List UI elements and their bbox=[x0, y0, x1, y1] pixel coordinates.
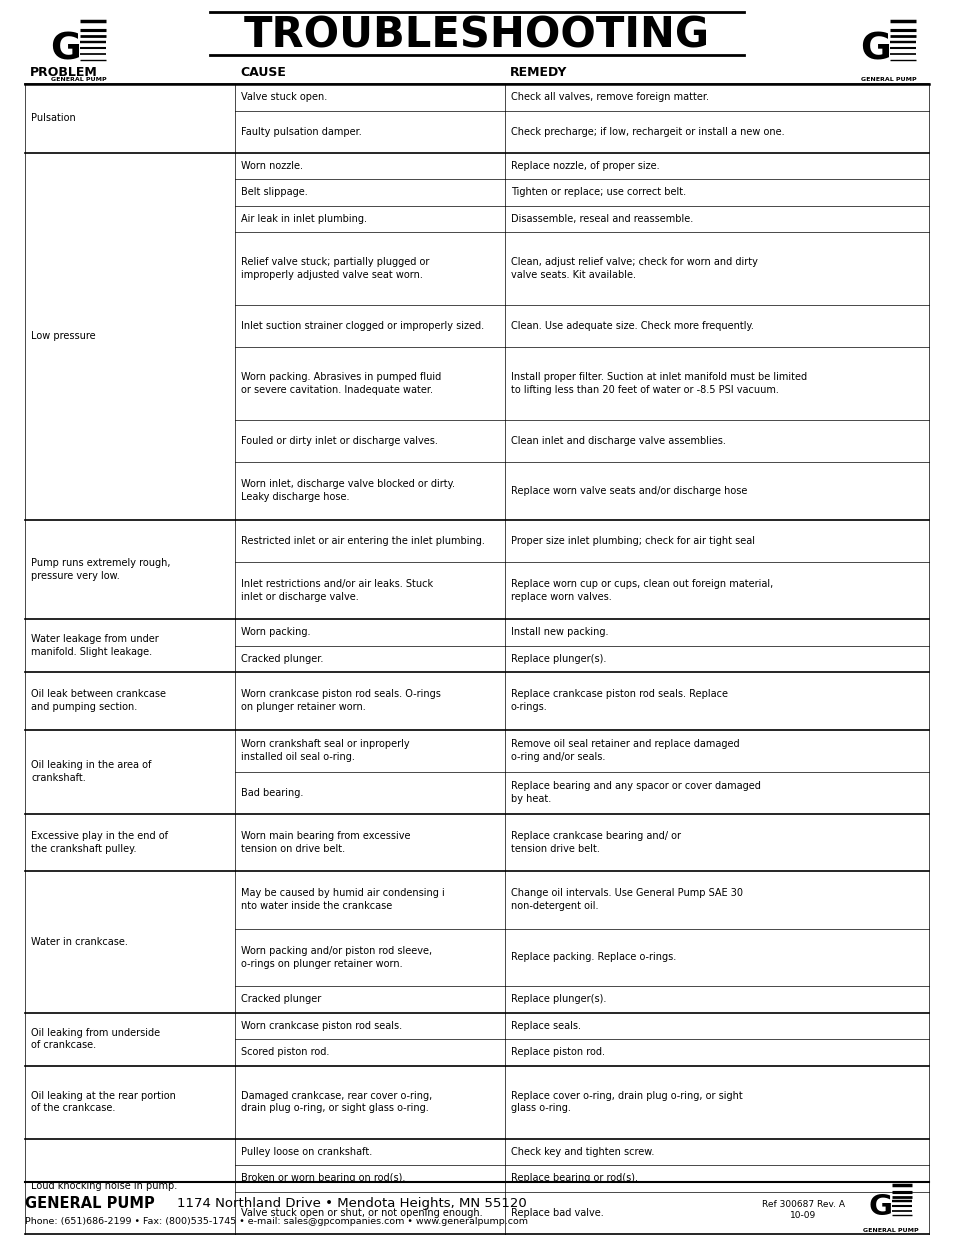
Text: Proper size inlet plumbing; check for air tight seal: Proper size inlet plumbing; check for ai… bbox=[511, 536, 754, 546]
Text: Clean inlet and discharge valve assemblies.: Clean inlet and discharge valve assembli… bbox=[511, 436, 725, 446]
Text: Clean. Use adequate size. Check more frequently.: Clean. Use adequate size. Check more fre… bbox=[511, 321, 753, 331]
Text: Low pressure: Low pressure bbox=[30, 331, 95, 341]
Text: Cracked plunger: Cracked plunger bbox=[241, 994, 321, 1004]
Text: Replace piston rod.: Replace piston rod. bbox=[511, 1047, 604, 1057]
Text: Pulley loose on crankshaft.: Pulley loose on crankshaft. bbox=[241, 1147, 372, 1157]
Text: Check key and tighten screw.: Check key and tighten screw. bbox=[511, 1147, 654, 1157]
Text: Valve stuck open or shut, or not opening enough.: Valve stuck open or shut, or not opening… bbox=[241, 1208, 482, 1218]
Text: Replace worn valve seats and/or discharge hose: Replace worn valve seats and/or discharg… bbox=[511, 485, 746, 495]
Text: Replace bad valve.: Replace bad valve. bbox=[511, 1208, 603, 1218]
Text: Tighten or replace; use correct belt.: Tighten or replace; use correct belt. bbox=[511, 188, 685, 198]
Text: May be caused by humid air condensing i
nto water inside the crankcase: May be caused by humid air condensing i … bbox=[241, 888, 444, 911]
Text: Pulsation: Pulsation bbox=[30, 114, 75, 124]
Text: G: G bbox=[50, 32, 81, 68]
Text: Install proper filter. Suction at inlet manifold must be limited
to lifting less: Install proper filter. Suction at inlet … bbox=[511, 372, 806, 395]
Text: Restricted inlet or air entering the inlet plumbing.: Restricted inlet or air entering the inl… bbox=[241, 536, 484, 546]
Text: Install new packing.: Install new packing. bbox=[511, 627, 608, 637]
Text: Replace packing. Replace o-rings.: Replace packing. Replace o-rings. bbox=[511, 952, 676, 962]
Text: Water in crankcase.: Water in crankcase. bbox=[30, 937, 128, 947]
Text: Oil leak between crankcase
and pumping section.: Oil leak between crankcase and pumping s… bbox=[30, 689, 166, 713]
Text: Phone: (651)686-2199 • Fax: (800)535-1745 • e-mail: sales@gpcompanies.com • www.: Phone: (651)686-2199 • Fax: (800)535-174… bbox=[25, 1218, 527, 1226]
Text: Replace plunger(s).: Replace plunger(s). bbox=[511, 994, 606, 1004]
Text: GENERAL PUMP: GENERAL PUMP bbox=[860, 77, 916, 82]
Text: Replace crankcase piston rod seals. Replace
o-rings.: Replace crankcase piston rod seals. Repl… bbox=[511, 689, 727, 713]
Text: Water leakage from under
manifold. Slight leakage.: Water leakage from under manifold. Sligh… bbox=[30, 634, 158, 657]
Text: Ref 300687 Rev. A
10-09: Ref 300687 Rev. A 10-09 bbox=[761, 1200, 844, 1220]
Text: Oil leaking in the area of
crankshaft.: Oil leaking in the area of crankshaft. bbox=[30, 760, 152, 783]
Text: Air leak in inlet plumbing.: Air leak in inlet plumbing. bbox=[241, 214, 367, 224]
Text: Cracked plunger.: Cracked plunger. bbox=[241, 653, 323, 663]
Text: Check precharge; if low, rechargeit or install a new one.: Check precharge; if low, rechargeit or i… bbox=[511, 126, 783, 137]
Text: Replace bearing and any spacor or cover damaged
by heat.: Replace bearing and any spacor or cover … bbox=[511, 781, 760, 804]
Text: Excessive play in the end of
the crankshaft pulley.: Excessive play in the end of the cranksh… bbox=[30, 831, 168, 853]
Text: GENERAL PUMP: GENERAL PUMP bbox=[25, 1197, 154, 1212]
Text: G: G bbox=[868, 1193, 892, 1221]
Text: Worn nozzle.: Worn nozzle. bbox=[241, 161, 303, 170]
Text: Valve stuck open.: Valve stuck open. bbox=[241, 93, 327, 103]
Text: Worn crankshaft seal or inproperly
installed oil seal o-ring.: Worn crankshaft seal or inproperly insta… bbox=[241, 739, 409, 762]
Text: Worn main bearing from excessive
tension on drive belt.: Worn main bearing from excessive tension… bbox=[241, 831, 410, 853]
Text: Relief valve stuck; partially plugged or
improperly adjusted valve seat worn.: Relief valve stuck; partially plugged or… bbox=[241, 257, 429, 280]
Text: Pump runs extremely rough,
pressure very low.: Pump runs extremely rough, pressure very… bbox=[30, 558, 171, 580]
Text: Inlet restrictions and/or air leaks. Stuck
inlet or discharge valve.: Inlet restrictions and/or air leaks. Stu… bbox=[241, 579, 433, 601]
Text: Fouled or dirty inlet or discharge valves.: Fouled or dirty inlet or discharge valve… bbox=[241, 436, 437, 446]
Text: Worn crankcase piston rod seals. O-rings
on plunger retainer worn.: Worn crankcase piston rod seals. O-rings… bbox=[241, 689, 440, 713]
Text: GENERAL PUMP: GENERAL PUMP bbox=[862, 1229, 918, 1234]
Text: Change oil intervals. Use General Pump SAE 30
non-detergent oil.: Change oil intervals. Use General Pump S… bbox=[511, 888, 742, 911]
Text: REMEDY: REMEDY bbox=[510, 65, 567, 79]
Text: Faulty pulsation damper.: Faulty pulsation damper. bbox=[241, 126, 361, 137]
Text: Inlet suction strainer clogged or improperly sized.: Inlet suction strainer clogged or improp… bbox=[241, 321, 483, 331]
Text: Worn crankcase piston rod seals.: Worn crankcase piston rod seals. bbox=[241, 1021, 402, 1031]
Text: Worn packing. Abrasives in pumped fluid
or severe cavitation. Inadequate water.: Worn packing. Abrasives in pumped fluid … bbox=[241, 372, 441, 395]
Text: Check all valves, remove foreign matter.: Check all valves, remove foreign matter. bbox=[511, 93, 708, 103]
Text: Broken or worn bearing on rod(s).: Broken or worn bearing on rod(s). bbox=[241, 1173, 405, 1183]
Text: Replace nozzle, of proper size.: Replace nozzle, of proper size. bbox=[511, 161, 659, 170]
Text: Damaged crankcase, rear cover o-ring,
drain plug o-ring, or sight glass o-ring.: Damaged crankcase, rear cover o-ring, dr… bbox=[241, 1091, 432, 1114]
Text: G: G bbox=[859, 32, 890, 68]
Text: GENERAL PUMP: GENERAL PUMP bbox=[51, 77, 107, 82]
Text: TROUBLESHOOTING: TROUBLESHOOTING bbox=[244, 14, 709, 56]
Text: Replace cover o-ring, drain plug o-ring, or sight
glass o-ring.: Replace cover o-ring, drain plug o-ring,… bbox=[511, 1091, 742, 1114]
Text: Loud knocking noise in pump.: Loud knocking noise in pump. bbox=[30, 1181, 177, 1191]
Text: CAUSE: CAUSE bbox=[240, 65, 286, 79]
Text: Worn inlet, discharge valve blocked or dirty.
Leaky discharge hose.: Worn inlet, discharge valve blocked or d… bbox=[241, 479, 455, 503]
Text: Scored piston rod.: Scored piston rod. bbox=[241, 1047, 329, 1057]
Text: Replace worn cup or cups, clean out foreign material,
replace worn valves.: Replace worn cup or cups, clean out fore… bbox=[511, 579, 773, 601]
Text: Replace seals.: Replace seals. bbox=[511, 1021, 580, 1031]
Text: Remove oil seal retainer and replace damaged
o-ring and/or seals.: Remove oil seal retainer and replace dam… bbox=[511, 739, 739, 762]
Text: Belt slippage.: Belt slippage. bbox=[241, 188, 308, 198]
Text: Replace bearing or rod(s).: Replace bearing or rod(s). bbox=[511, 1173, 638, 1183]
Text: PROBLEM: PROBLEM bbox=[30, 65, 97, 79]
Text: Disassemble, reseal and reassemble.: Disassemble, reseal and reassemble. bbox=[511, 214, 693, 224]
Text: Replace crankcase bearing and/ or
tension drive belt.: Replace crankcase bearing and/ or tensio… bbox=[511, 831, 680, 853]
Text: Clean, adjust relief valve; check for worn and dirty
valve seats. Kit available.: Clean, adjust relief valve; check for wo… bbox=[511, 257, 757, 280]
Text: Replace plunger(s).: Replace plunger(s). bbox=[511, 653, 606, 663]
Text: Bad bearing.: Bad bearing. bbox=[241, 788, 303, 798]
Text: Worn packing and/or piston rod sleeve,
o-rings on plunger retainer worn.: Worn packing and/or piston rod sleeve, o… bbox=[241, 946, 432, 968]
Text: 1174 Northland Drive • Mendota Heights, MN 55120: 1174 Northland Drive • Mendota Heights, … bbox=[177, 1198, 526, 1210]
Text: Worn packing.: Worn packing. bbox=[241, 627, 310, 637]
Text: Oil leaking from underside
of crankcase.: Oil leaking from underside of crankcase. bbox=[30, 1028, 160, 1051]
Text: Oil leaking at the rear portion
of the crankcase.: Oil leaking at the rear portion of the c… bbox=[30, 1091, 175, 1114]
